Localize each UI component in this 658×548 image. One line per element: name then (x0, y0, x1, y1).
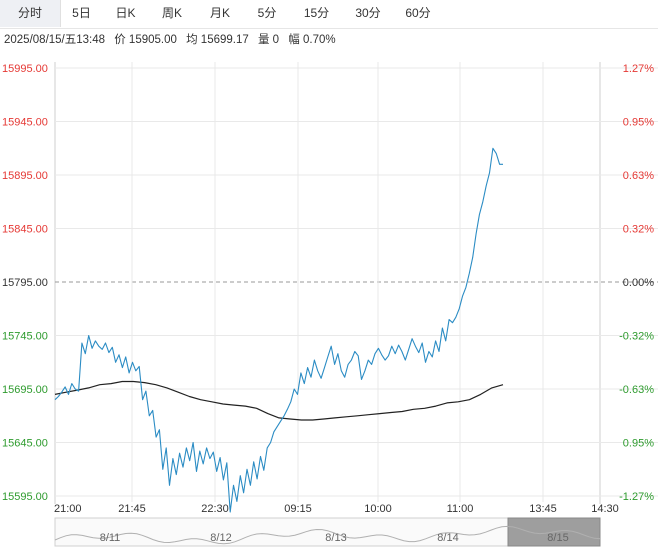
x-label: 13:45 (529, 503, 557, 515)
price-line (54, 147, 503, 513)
chart-tabs: 分时 5日 日K 周K 月K 5分 15分 30分 60分 (0, 0, 658, 29)
x-label: 14:30 (591, 503, 619, 515)
y-left-label: 15695.00 (2, 384, 48, 396)
avg-price-line (54, 380, 504, 421)
y-right-label: 0.95% (623, 438, 654, 450)
info-price: 价 15905.00 (114, 34, 177, 46)
info-volume: 量 0 (257, 34, 280, 46)
y-right-label: -0.32% (619, 331, 654, 343)
navigator-date-label: 8/13 (325, 532, 346, 544)
tab-8[interactable]: 60分 (405, 6, 431, 20)
y-right-label: -1.27% (619, 491, 654, 503)
tab-4[interactable]: 月K (209, 6, 230, 20)
y-right-label: 0.95% (623, 117, 654, 129)
x-label: 11:00 (447, 503, 474, 515)
y-left-label: 15595.00 (2, 491, 48, 503)
x-label: 21:00 (54, 503, 82, 515)
info-change: 幅 0.70% (288, 34, 336, 46)
info-avg: 均 15699.17 (186, 34, 249, 46)
y-left-label: 15845.00 (2, 224, 48, 236)
navigator-date-label: 8/14 (437, 532, 458, 544)
y-left-label: 15795.00 (2, 277, 48, 289)
tab-7[interactable]: 30分 (355, 6, 381, 20)
tab-2[interactable]: 日K (115, 6, 136, 20)
navigator-date-label: 8/11 (100, 532, 121, 544)
price-info-bar: 2025/08/15/五13:48 价 15905.00 均 15699.17 … (4, 30, 342, 50)
tab-3[interactable]: 周K (161, 6, 182, 20)
navigator-mini-line (54, 525, 601, 545)
navigator-date-label: 8/12 (210, 532, 231, 544)
x-label: 10:00 (364, 503, 392, 515)
info-datetime: 2025/08/15/五13:48 (4, 34, 106, 46)
tab-1[interactable]: 5日 (72, 6, 91, 20)
y-left-label: 15895.00 (2, 170, 48, 182)
tab-6[interactable]: 15分 (303, 6, 330, 20)
y-left-label: 15745.00 (2, 331, 48, 343)
y-left-label: 15945.00 (2, 117, 48, 129)
y-right-label: 0.00% (623, 277, 654, 289)
navigator-date-label: 8/15 (547, 532, 568, 544)
tab-5[interactable]: 5分 (257, 6, 277, 20)
x-label: 21:45 (118, 503, 146, 515)
y-right-label: 0.32% (623, 224, 654, 236)
y-left-label: 15645.00 (2, 438, 48, 450)
y-left-label: 15995.00 (2, 63, 48, 75)
tab-0[interactable]: 分时 (0, 0, 61, 27)
y-right-label: -0.63% (619, 384, 654, 396)
y-right-label: 1.27% (623, 63, 654, 75)
x-label: 22:30 (201, 503, 229, 515)
y-right-label: 0.63% (623, 170, 654, 182)
x-label: 09:15 (284, 503, 312, 515)
